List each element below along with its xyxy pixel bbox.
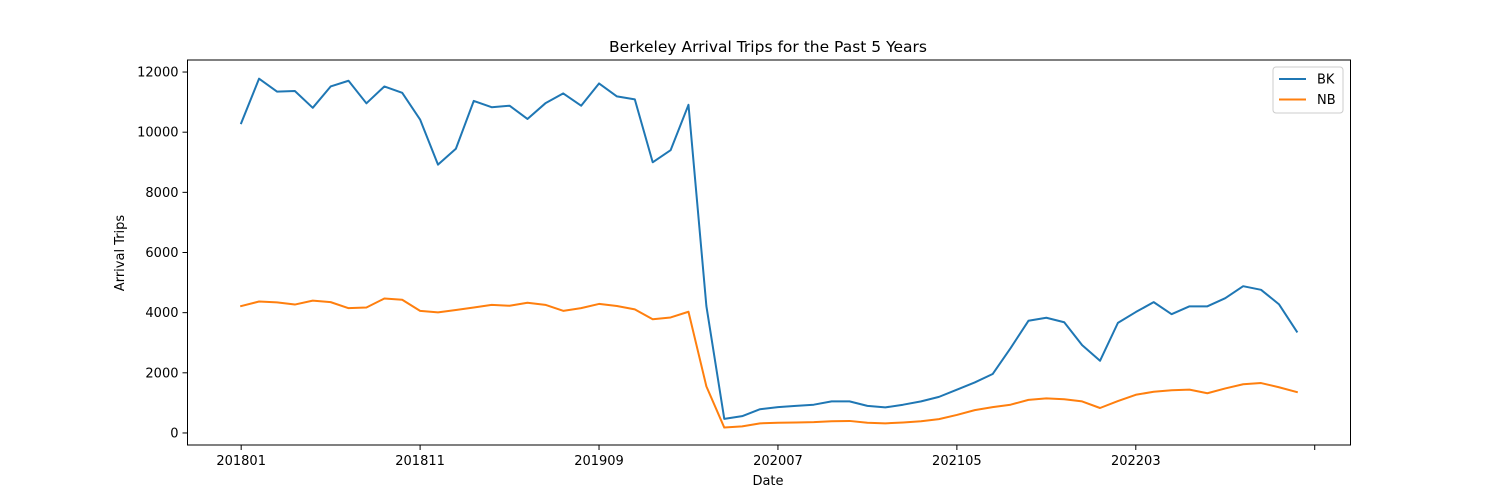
chart-title: Berkeley Arrival Trips for the Past 5 Ye… xyxy=(609,38,927,56)
legend-label-nb: NB xyxy=(1317,93,1336,108)
x-tick-label: 201909 xyxy=(574,454,624,469)
y-tick-label: 0 xyxy=(170,426,178,441)
y-tick-label: 12000 xyxy=(137,66,178,81)
x-tick-label: 201801 xyxy=(216,454,266,469)
y-tick-label: 2000 xyxy=(145,366,178,381)
x-tick-label: 201811 xyxy=(395,454,445,469)
y-axis: 0 2000 4000 6000 8000 10000 12000 xyxy=(137,66,188,441)
legend-label-bk: BK xyxy=(1317,73,1335,88)
x-axis: 201801 201811 201909 202007 202105 202203 xyxy=(216,445,1316,469)
x-tick-label: 202007 xyxy=(753,454,803,469)
y-tick-label: 8000 xyxy=(145,186,178,201)
x-tick-label: 202105 xyxy=(932,454,982,469)
legend: BK NB xyxy=(1272,66,1344,114)
y-axis-label: Arrival Trips xyxy=(113,215,128,292)
series-line-bk xyxy=(239,77,1299,420)
x-tick-label: 202203 xyxy=(1111,454,1161,469)
y-tick-label: 10000 xyxy=(137,126,178,141)
series-layer xyxy=(239,77,1299,429)
y-tick-label: 6000 xyxy=(145,246,178,261)
series-line-nb xyxy=(239,297,1299,429)
plot-frame xyxy=(187,59,1351,446)
x-axis-label: Date xyxy=(752,474,783,489)
y-tick-label: 4000 xyxy=(145,306,178,321)
